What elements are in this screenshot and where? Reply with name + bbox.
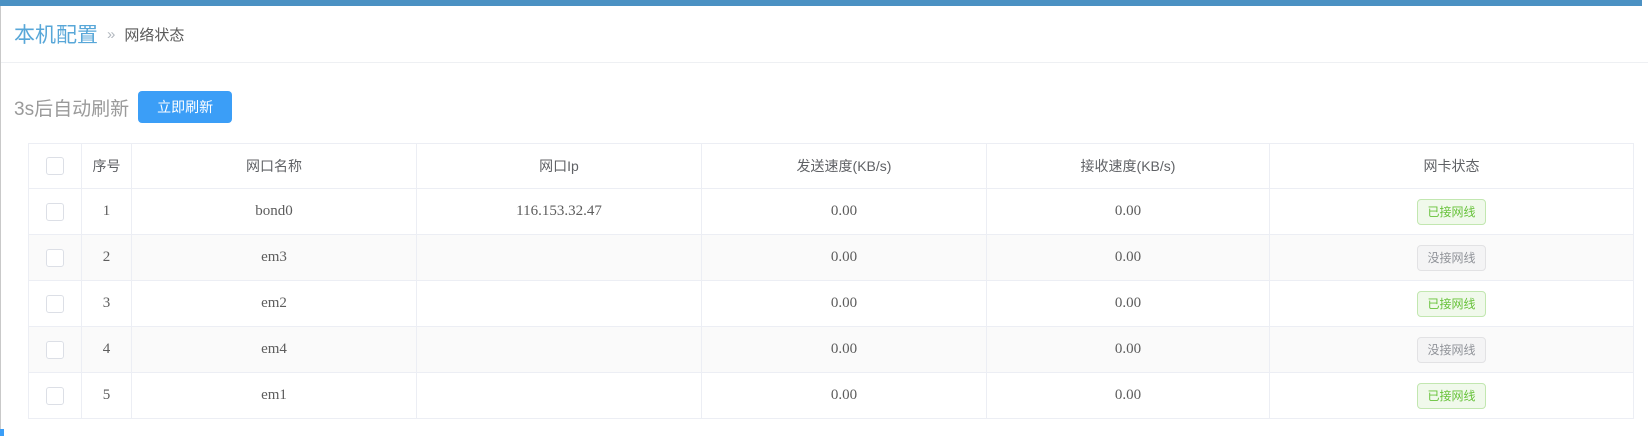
cell-port-name: em3 <box>131 234 417 281</box>
col-header-port-ip: 网口Ip <box>416 143 702 189</box>
table-row: 3 em2 0.00 0.00 已接网线 <box>28 280 1634 327</box>
table-row: 5 em1 0.00 0.00 已接网线 <box>28 372 1634 419</box>
bottom-left-accent-mark <box>0 429 4 436</box>
status-badge: 已接网线 <box>1417 290 1486 317</box>
table-header-row: 序号 网口名称 网口Ip 发送速度(KB/s) 接收速度(KB/s) 网卡状态 <box>28 143 1634 189</box>
breadcrumb-separator-icon: » <box>107 25 116 43</box>
cell-port-name: bond0 <box>131 188 417 235</box>
cell-status: 已接网线 <box>1269 372 1634 419</box>
row-checkbox[interactable] <box>46 202 64 221</box>
table-row: 4 em4 0.00 0.00 没接网线 <box>28 326 1634 373</box>
auto-refresh-countdown-text: 3s后自动刷新 <box>14 98 130 120</box>
cell-port-ip: 116.153.32.47 <box>416 188 702 235</box>
cell-index: 5 <box>81 372 132 419</box>
cell-status: 没接网线 <box>1269 326 1634 373</box>
table-row: 2 em3 0.00 0.00 没接网线 <box>28 234 1634 281</box>
cell-send-speed: 0.00 <box>701 280 987 327</box>
cell-port-name: em4 <box>131 326 417 373</box>
cell-port-ip <box>416 326 702 373</box>
cell-index: 1 <box>81 188 132 235</box>
cell-send-speed: 0.00 <box>701 372 987 419</box>
cell-recv-speed: 0.00 <box>986 326 1270 373</box>
cell-send-speed: 0.00 <box>701 234 987 281</box>
row-checkbox[interactable] <box>46 294 64 313</box>
status-badge: 已接网线 <box>1417 382 1486 409</box>
select-all-cell <box>28 143 82 189</box>
cell-index: 4 <box>81 326 132 373</box>
cell-port-ip <box>416 372 702 419</box>
status-badge: 已接网线 <box>1417 198 1486 225</box>
status-badge: 没接网线 <box>1417 336 1486 363</box>
refresh-now-button[interactable]: 立即刷新 <box>138 91 233 123</box>
cell-status: 已接网线 <box>1269 280 1634 327</box>
status-badge: 没接网线 <box>1417 244 1486 271</box>
table-row: 1 bond0 116.153.32.47 0.00 0.00 已接网线 <box>28 188 1634 235</box>
top-accent-bar <box>0 0 1642 6</box>
col-header-index: 序号 <box>81 143 132 189</box>
page-content: 本机配置 » 网络状态 3s后自动刷新 立即刷新 序号 网口名称 网口Ip 发送… <box>0 6 1648 436</box>
col-header-nic-status: 网卡状态 <box>1269 143 1634 189</box>
row-checkbox[interactable] <box>46 248 64 267</box>
row-checkbox[interactable] <box>46 340 64 359</box>
col-header-port-name: 网口名称 <box>131 143 417 189</box>
cell-port-name: em2 <box>131 280 417 327</box>
cell-recv-speed: 0.00 <box>986 188 1270 235</box>
select-all-checkbox[interactable] <box>46 157 64 176</box>
cell-status: 已接网线 <box>1269 188 1634 235</box>
cell-port-ip <box>416 280 702 327</box>
cell-recv-speed: 0.00 <box>986 372 1270 419</box>
breadcrumb-current: 网络状态 <box>124 26 185 44</box>
col-header-recv-speed: 接收速度(KB/s) <box>986 143 1270 189</box>
cell-index: 3 <box>81 280 132 327</box>
cell-port-ip <box>416 234 702 281</box>
cell-send-speed: 0.00 <box>701 188 987 235</box>
cell-send-speed: 0.00 <box>701 326 987 373</box>
refresh-row: 3s后自动刷新 立即刷新 <box>14 91 1648 123</box>
cell-recv-speed: 0.00 <box>986 280 1270 327</box>
row-select-cell <box>28 188 82 235</box>
row-select-cell <box>28 326 82 373</box>
network-status-table: 序号 网口名称 网口Ip 发送速度(KB/s) 接收速度(KB/s) 网卡状态 … <box>28 143 1634 419</box>
cell-status: 没接网线 <box>1269 234 1634 281</box>
cell-recv-speed: 0.00 <box>986 234 1270 281</box>
cell-index: 2 <box>81 234 132 281</box>
col-header-send-speed: 发送速度(KB/s) <box>701 143 987 189</box>
row-select-cell <box>28 372 82 419</box>
row-checkbox[interactable] <box>46 386 64 405</box>
cell-port-name: em1 <box>131 372 417 419</box>
row-select-cell <box>28 234 82 281</box>
breadcrumb: 本机配置 » 网络状态 <box>1 6 1648 63</box>
breadcrumb-parent-link[interactable]: 本机配置 <box>14 24 98 47</box>
row-select-cell <box>28 280 82 327</box>
